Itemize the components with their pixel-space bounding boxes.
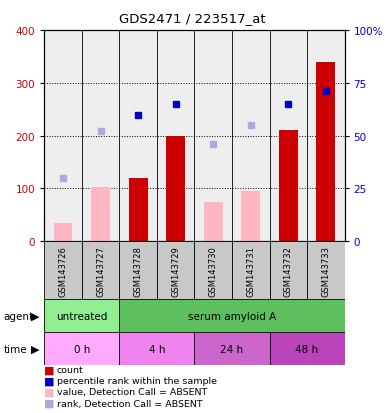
Bar — [157, 242, 194, 299]
Bar — [44, 242, 82, 299]
Bar — [166, 136, 185, 242]
Bar — [129, 178, 147, 242]
Bar — [44, 299, 119, 332]
Text: GSM143730: GSM143730 — [209, 245, 218, 296]
Text: serum amyloid A: serum amyloid A — [188, 311, 276, 321]
Text: GSM143733: GSM143733 — [321, 245, 330, 296]
Text: rank, Detection Call = ABSENT: rank, Detection Call = ABSENT — [57, 399, 203, 408]
Text: ▶: ▶ — [31, 311, 40, 321]
Bar — [44, 332, 119, 366]
Bar — [119, 299, 345, 332]
Bar — [279, 131, 298, 242]
Text: GSM143726: GSM143726 — [59, 245, 67, 296]
Bar — [194, 242, 232, 299]
Bar — [232, 242, 270, 299]
Text: GSM143731: GSM143731 — [246, 245, 255, 296]
Text: GSM143732: GSM143732 — [284, 245, 293, 296]
Text: 48 h: 48 h — [295, 344, 319, 354]
Bar — [119, 242, 157, 299]
Text: 0 h: 0 h — [74, 344, 90, 354]
Bar — [270, 242, 307, 299]
Text: GSM143729: GSM143729 — [171, 245, 180, 296]
Text: untreated: untreated — [56, 311, 107, 321]
Bar — [119, 332, 194, 366]
Text: 24 h: 24 h — [220, 344, 244, 354]
Text: ■: ■ — [44, 398, 55, 408]
Text: ■: ■ — [44, 387, 55, 397]
Bar — [270, 332, 345, 366]
Text: GSM143728: GSM143728 — [134, 245, 142, 296]
Text: GSM143727: GSM143727 — [96, 245, 105, 296]
Text: ▶: ▶ — [31, 344, 40, 354]
Text: value, Detection Call = ABSENT: value, Detection Call = ABSENT — [57, 387, 207, 396]
Bar — [54, 223, 72, 242]
Bar — [316, 62, 335, 242]
Bar — [194, 332, 270, 366]
Text: agent: agent — [4, 311, 34, 321]
Bar — [241, 192, 260, 242]
Text: ■: ■ — [44, 365, 55, 375]
Text: 4 h: 4 h — [149, 344, 165, 354]
Bar — [91, 188, 110, 242]
Bar — [204, 202, 223, 242]
Text: ■: ■ — [44, 376, 55, 386]
Bar — [307, 242, 345, 299]
Text: percentile rank within the sample: percentile rank within the sample — [57, 376, 217, 385]
Text: count: count — [57, 365, 84, 374]
Text: GDS2471 / 223517_at: GDS2471 / 223517_at — [119, 12, 266, 25]
Bar — [82, 242, 119, 299]
Text: time: time — [4, 344, 27, 354]
